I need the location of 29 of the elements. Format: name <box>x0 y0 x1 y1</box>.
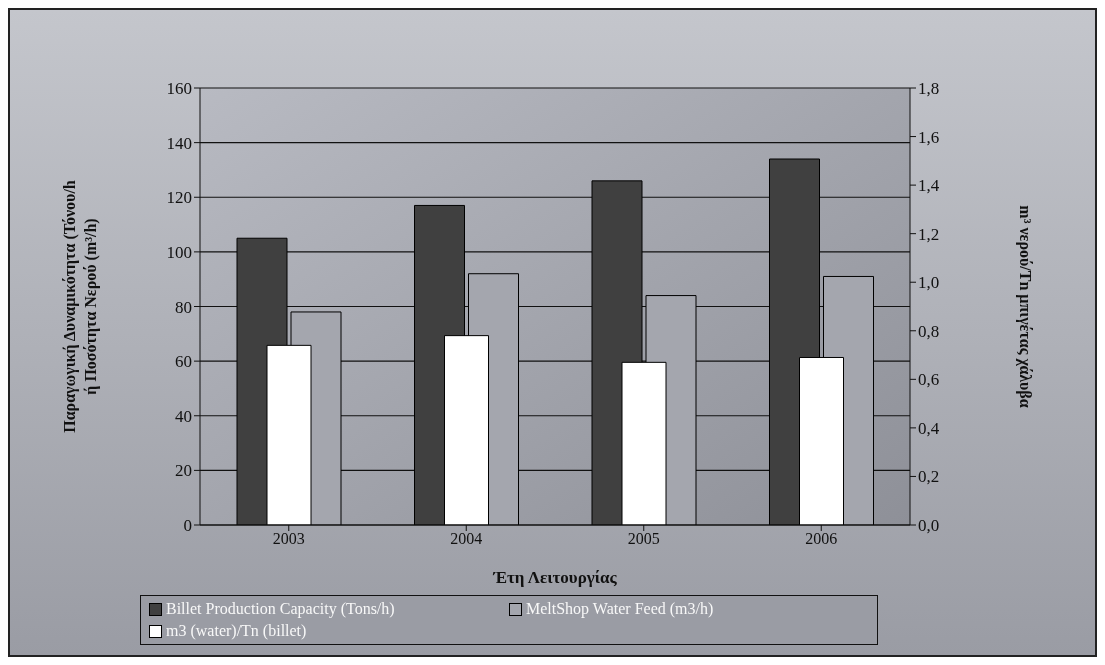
y-axis-title: Παραγωγική Δυναμικότητα (Τόνου/h ή Ποσότητα Νερού (m³/h) <box>61 180 100 433</box>
y2-tick-label: 1,0 <box>918 273 940 293</box>
y2-axis-title: m³ νερού/Tn μπιγέτας χάλυβα <box>1016 205 1034 408</box>
legend-label: Billet Production Capacity (Tons/h) <box>166 600 395 618</box>
y-tick-label: 140 <box>166 133 192 153</box>
legend-label: m3 (water)/Tn (billet) <box>166 622 307 640</box>
y2-tick-label: 1,8 <box>918 79 940 99</box>
x-tick-label: 2004 <box>450 530 483 548</box>
y2-tick-label: 1,4 <box>918 176 940 196</box>
x-axis-title: Έτη Λειτουργίας <box>492 568 618 587</box>
y-tick-label: 20 <box>175 461 192 481</box>
y2-tick-label: 0,0 <box>918 516 940 536</box>
legend-label: MeltShop Water Feed (m3/h) <box>526 600 714 618</box>
x-tick-label: 2003 <box>272 530 305 548</box>
y2-tick-label: 0,6 <box>918 370 940 390</box>
y2-tick-label: 0,4 <box>918 418 940 438</box>
y2-tick-label: 1,6 <box>918 127 940 147</box>
y-tick-label: 0 <box>183 516 192 536</box>
y-tick-label: 160 <box>166 79 192 99</box>
y-tick-label: 100 <box>166 242 192 262</box>
y2-tick-label: 0,8 <box>918 321 940 341</box>
x-tick-label: 2005 <box>627 530 660 548</box>
y2-tick-label: 0,2 <box>918 467 940 487</box>
y-tick-label: 120 <box>166 188 192 208</box>
y-tick-label: 40 <box>175 406 192 426</box>
x-tick-label: 2006 <box>805 530 838 548</box>
y-tick-label: 80 <box>175 297 192 317</box>
y-tick-label: 60 <box>175 352 192 372</box>
y2-tick-label: 1,2 <box>918 224 940 244</box>
